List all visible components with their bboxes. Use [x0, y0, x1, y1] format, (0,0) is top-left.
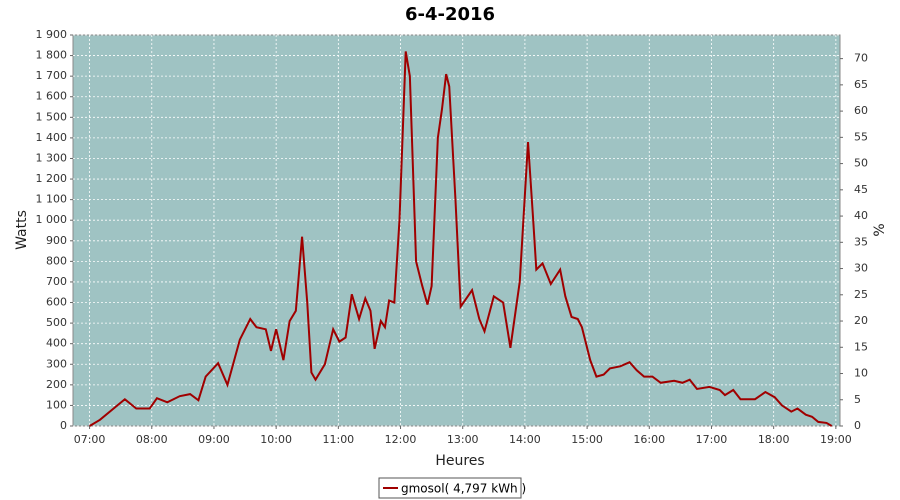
- y-tick-label: 1 800: [36, 49, 68, 62]
- y-axis-label: Watts: [14, 210, 30, 250]
- y2-tick-label: 0: [854, 419, 861, 432]
- x-tick-label: 19:00: [820, 433, 852, 446]
- x-tick-label: 07:00: [74, 433, 106, 446]
- y-tick-label: 900: [46, 234, 67, 247]
- y-tick-label: 1 100: [36, 193, 68, 206]
- y-tick-label: 1 900: [36, 28, 68, 41]
- y-tick-label: 200: [46, 378, 67, 391]
- y2-tick-label: 50: [854, 157, 868, 170]
- y-tick-label: 1 200: [36, 172, 68, 185]
- y2-tick-label: 35: [854, 235, 868, 248]
- y-tick-label: 1 700: [36, 69, 68, 82]
- y-tick-label: 1 400: [36, 131, 68, 144]
- y-tick-label: 300: [46, 357, 67, 370]
- y-tick-label: 0: [60, 419, 67, 432]
- x-tick-label: 10:00: [260, 433, 292, 446]
- x-tick-label: 11:00: [322, 433, 354, 446]
- y2-tick-label: 55: [854, 130, 868, 143]
- y2-tick-label: 70: [854, 52, 868, 65]
- y2-tick-label: 20: [854, 314, 868, 327]
- y-tick-label: 1 600: [36, 90, 68, 103]
- x-tick-label: 14:00: [509, 433, 541, 446]
- chart-title: 6-4-2016: [405, 4, 495, 25]
- x-tick-label: 08:00: [136, 433, 168, 446]
- y-tick-label: 400: [46, 337, 67, 350]
- y-tick-label: 500: [46, 316, 67, 329]
- x-tick-label: 18:00: [758, 433, 790, 446]
- legend: gmosol( 4,797 kWh ): [378, 477, 526, 499]
- y2-tick-label: 65: [854, 78, 868, 91]
- y2-axis-label: %: [872, 223, 888, 236]
- y2-tick-label: 5: [854, 393, 861, 406]
- y2-tick-label: 10: [854, 367, 868, 380]
- y-tick-label: 600: [46, 296, 67, 309]
- x-axis-label: Heures: [435, 453, 484, 469]
- data-line: [89, 51, 833, 427]
- y-tick-label: 1 300: [36, 151, 68, 164]
- legend-box: [378, 477, 522, 499]
- y2-tick-label: 45: [854, 183, 868, 196]
- y2-tick-label: 40: [854, 209, 868, 222]
- y-tick-label: 800: [46, 254, 67, 267]
- y2-tick-label: 30: [854, 262, 868, 275]
- y-tick-label: 1 500: [36, 110, 68, 123]
- y-tick-label: 100: [46, 398, 67, 411]
- x-tick-label: 12:00: [385, 433, 417, 446]
- x-tick-label: 16:00: [633, 433, 665, 446]
- x-tick-label: 17:00: [696, 433, 728, 446]
- legend-label: gmosol( 4,797 kWh ): [401, 482, 526, 496]
- y2-tick-label: 60: [854, 104, 868, 117]
- x-tick-label: 15:00: [571, 433, 603, 446]
- y2-tick-label: 25: [854, 288, 868, 301]
- y-tick-label: 700: [46, 275, 67, 288]
- y-tick-label: 1 000: [36, 213, 68, 226]
- x-tick-label: 13:00: [447, 433, 479, 446]
- x-tick-label: 09:00: [198, 433, 230, 446]
- y2-tick-label: 15: [854, 340, 868, 353]
